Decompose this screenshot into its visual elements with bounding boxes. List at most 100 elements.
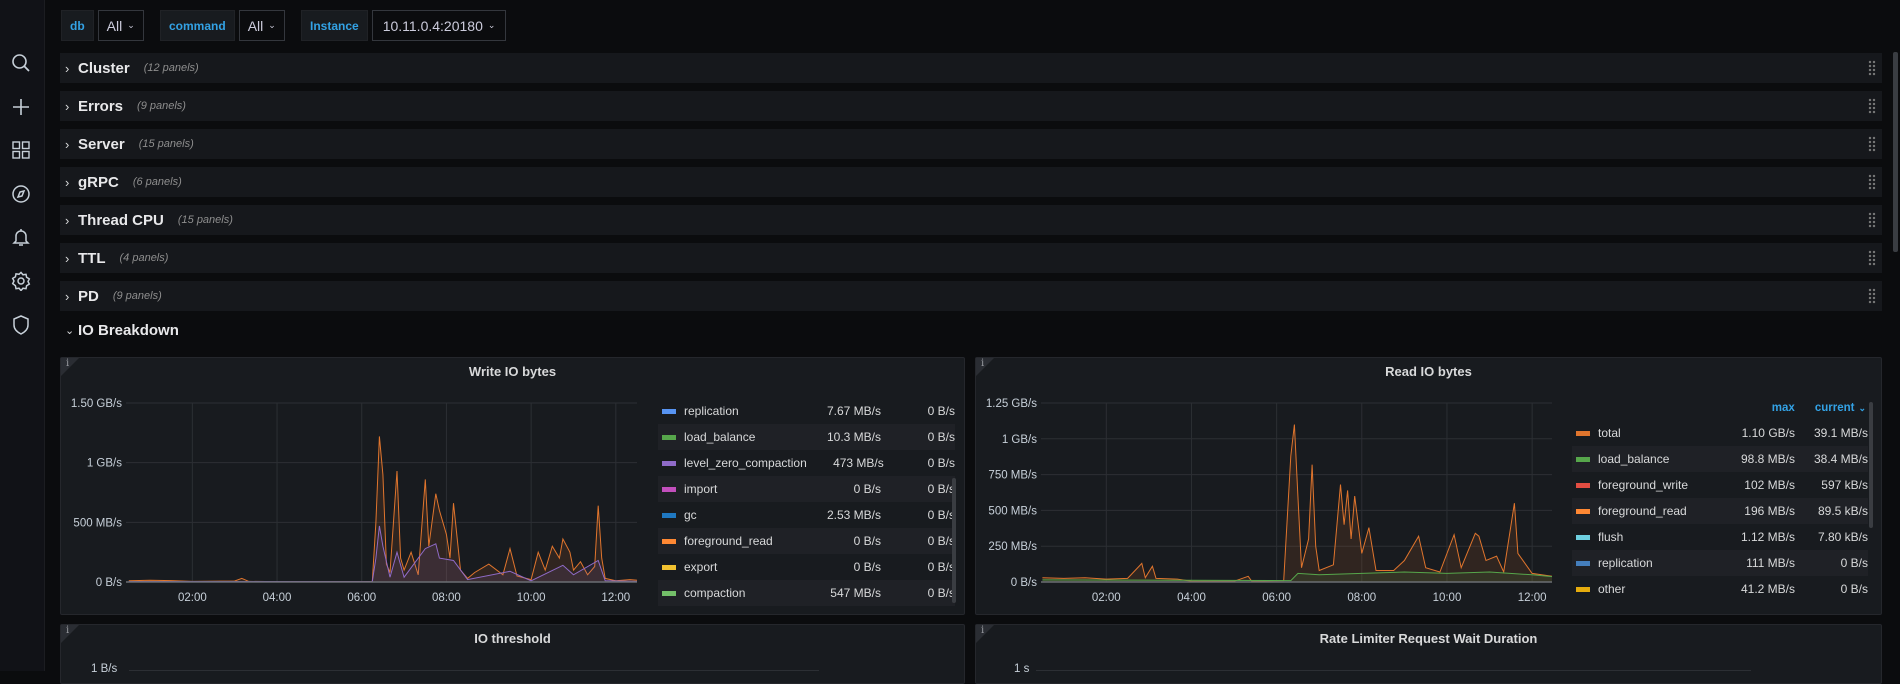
series-color-swatch[interactable] bbox=[1576, 560, 1590, 566]
y-tick-label: 1 s bbox=[1014, 663, 1030, 675]
series-color-swatch[interactable] bbox=[662, 538, 676, 544]
series-current: 0 B/s bbox=[927, 456, 955, 470]
legend-item[interactable]: export 0 B/s 0 B/s bbox=[658, 554, 955, 580]
series-area-level_zero_compaction bbox=[128, 525, 638, 582]
info-icon[interactable]: i bbox=[61, 358, 79, 376]
dashboards-icon[interactable] bbox=[6, 135, 36, 165]
series-name: load_balance bbox=[684, 430, 756, 444]
drag-handle-icon[interactable] bbox=[1868, 136, 1876, 152]
series-area-load_balance bbox=[1042, 572, 1552, 582]
legend-sort-current[interactable]: current bbox=[1814, 402, 1855, 414]
settings-gear-icon[interactable] bbox=[6, 266, 36, 296]
legend-item[interactable]: import 0 B/s 0 B/s bbox=[658, 476, 955, 502]
info-icon[interactable]: i bbox=[61, 625, 79, 643]
row-cluster[interactable]: › Cluster (12 panels) bbox=[60, 53, 1882, 83]
row-title: Errors bbox=[78, 97, 124, 115]
series-max: 102 MB/s bbox=[1744, 478, 1795, 492]
page-scrollbar[interactable] bbox=[1893, 52, 1898, 252]
chevron-right-icon: › bbox=[65, 174, 70, 190]
legend-item[interactable]: foreground_read 196 MB/s 89.5 kB/s bbox=[1572, 498, 1868, 524]
series-color-swatch[interactable] bbox=[1576, 456, 1590, 462]
drag-handle-icon[interactable] bbox=[1868, 288, 1876, 304]
row-server[interactable]: › Server (15 panels) bbox=[60, 129, 1882, 159]
info-icon[interactable]: i bbox=[976, 625, 994, 643]
series-color-swatch[interactable] bbox=[662, 564, 676, 570]
panel-title[interactable]: IO threshold bbox=[474, 631, 551, 646]
x-tick-label: 06:00 bbox=[347, 592, 376, 604]
legend-item[interactable]: compaction 547 MB/s 0 B/s bbox=[658, 580, 955, 606]
legend-sort-max[interactable]: max bbox=[1771, 402, 1795, 414]
legend-scrollbar[interactable] bbox=[1869, 402, 1873, 528]
row-title: Server bbox=[78, 135, 125, 153]
drag-handle-icon[interactable] bbox=[1868, 60, 1876, 76]
variable-instance: Instance 10.11.0.4:20180 ⌄ bbox=[301, 10, 507, 41]
legend-item[interactable]: load_balance 98.8 MB/s 38.4 MB/s bbox=[1572, 446, 1868, 472]
legend-item[interactable]: level_zero_compaction 473 MB/s 0 B/s bbox=[658, 450, 955, 476]
x-tick-label: 12:00 bbox=[1518, 592, 1547, 604]
search-icon[interactable] bbox=[6, 48, 36, 78]
series-color-swatch[interactable] bbox=[1576, 586, 1590, 592]
series-area-total bbox=[1042, 424, 1552, 582]
legend-item[interactable]: foreground_read 0 B/s 0 B/s bbox=[658, 528, 955, 554]
series-name: foreground_read bbox=[1598, 504, 1687, 518]
row-panel-count: (15 panels) bbox=[177, 214, 233, 226]
y-tick-label: 500 MB/s bbox=[988, 505, 1037, 517]
row-title: PD bbox=[78, 287, 99, 305]
info-icon[interactable]: i bbox=[976, 358, 994, 376]
y-tick-label: 1.50 GB/s bbox=[71, 398, 122, 410]
series-color-swatch[interactable] bbox=[662, 512, 676, 518]
plus-icon[interactable] bbox=[6, 92, 36, 122]
panel-io-threshold: i IO threshold 1 B/s bbox=[60, 624, 965, 684]
legend-item[interactable]: flush 1.12 MB/s 7.80 kB/s bbox=[1572, 524, 1868, 550]
series-color-swatch[interactable] bbox=[662, 590, 676, 596]
row-panel-count: (9 panels) bbox=[112, 290, 162, 302]
series-area-compaction bbox=[128, 436, 638, 582]
series-color-swatch[interactable] bbox=[1576, 430, 1590, 436]
row-io-breakdown[interactable]: ⌄ IO Breakdown bbox=[60, 322, 179, 339]
series-color-swatch[interactable] bbox=[1576, 508, 1590, 514]
legend-scrollbar[interactable] bbox=[952, 478, 956, 603]
variable-instance-select[interactable]: 10.11.0.4:20180 ⌄ bbox=[371, 10, 507, 41]
variable-label: command bbox=[160, 10, 235, 41]
drag-handle-icon[interactable] bbox=[1868, 98, 1876, 114]
legend-item[interactable]: total 1.10 GB/s 39.1 MB/s bbox=[1572, 420, 1868, 446]
variable-command-select[interactable]: All ⌄ bbox=[238, 10, 285, 41]
row-title: Cluster bbox=[78, 59, 130, 77]
panel-title[interactable]: Rate Limiter Request Wait Duration bbox=[1319, 631, 1538, 646]
series-current: 0 B/s bbox=[927, 482, 955, 496]
row-title: IO Breakdown bbox=[78, 322, 179, 339]
y-tick-label: 750 MB/s bbox=[988, 470, 1037, 482]
series-color-swatch[interactable] bbox=[1576, 534, 1590, 540]
panel-title[interactable]: Read IO bytes bbox=[1385, 364, 1472, 379]
legend-item[interactable]: replication 111 MB/s 0 B/s bbox=[1572, 550, 1868, 576]
row-ttl[interactable]: › TTL (4 panels) bbox=[60, 243, 1882, 273]
row-errors[interactable]: › Errors (9 panels) bbox=[60, 91, 1882, 121]
series-color-swatch[interactable] bbox=[1576, 482, 1590, 488]
row-thread-cpu[interactable]: › Thread CPU (15 panels) bbox=[60, 205, 1882, 235]
drag-handle-icon[interactable] bbox=[1868, 174, 1876, 190]
series-color-swatch[interactable] bbox=[662, 486, 676, 492]
series-color-swatch[interactable] bbox=[662, 408, 676, 414]
legend-item[interactable]: replication 7.67 MB/s 0 B/s bbox=[658, 398, 955, 424]
row-panel-count: (9 panels) bbox=[137, 100, 186, 112]
row-pd[interactable]: › PD (9 panels) bbox=[60, 281, 1882, 311]
series-max: 111 MB/s bbox=[1746, 556, 1795, 570]
series-line-load_balance bbox=[1042, 571, 1553, 582]
row-grpc[interactable]: › gRPC (6 panels) bbox=[60, 167, 1882, 197]
shield-icon[interactable] bbox=[6, 310, 36, 340]
legend-item[interactable]: foreground_write 102 MB/s 597 kB/s bbox=[1572, 472, 1868, 498]
legend-item[interactable]: other 41.2 MB/s 0 B/s bbox=[1572, 576, 1868, 602]
drag-handle-icon[interactable] bbox=[1868, 250, 1876, 266]
series-name: flush bbox=[1598, 530, 1624, 544]
panel-title[interactable]: Write IO bytes bbox=[468, 364, 557, 379]
legend-item[interactable]: gc 2.53 MB/s 0 B/s bbox=[658, 502, 955, 528]
write-io-legend: replication 7.67 MB/s 0 B/s load_balance 10.… bbox=[658, 398, 955, 606]
explore-compass-icon[interactable] bbox=[6, 179, 36, 209]
drag-handle-icon[interactable] bbox=[1868, 212, 1876, 228]
alerting-bell-icon[interactable] bbox=[6, 222, 36, 252]
variable-db-select[interactable]: All ⌄ bbox=[97, 10, 144, 41]
series-line-level_zero_compaction bbox=[128, 525, 638, 583]
series-color-swatch[interactable] bbox=[662, 460, 676, 466]
series-color-swatch[interactable] bbox=[662, 434, 676, 440]
legend-item[interactable]: load_balance 10.3 MB/s 0 B/s bbox=[658, 424, 955, 450]
